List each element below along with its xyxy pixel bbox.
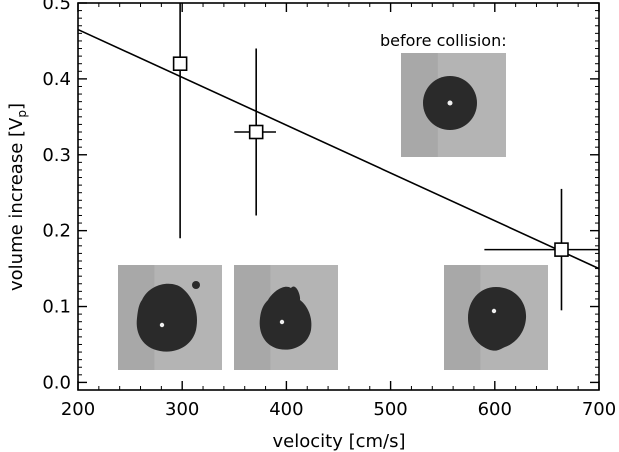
y-tick-label: 0.4 xyxy=(42,69,71,90)
data-point xyxy=(172,3,188,239)
x-axis-title: velocity [cm/s] xyxy=(273,431,406,452)
y-axis-title-close: ] xyxy=(6,103,27,110)
x-tick-label: 600 xyxy=(478,399,512,420)
y-axis-ticks: 0.0 0.1 0.2 0.3 0.4 0.5 xyxy=(42,0,599,393)
y-tick-label: 0.5 xyxy=(42,0,71,14)
y-tick-label: 0.0 xyxy=(42,372,71,393)
y-tick-label: 0.3 xyxy=(42,145,71,166)
drop xyxy=(136,283,198,352)
square-marker xyxy=(248,124,264,140)
x-tick-label: 700 xyxy=(582,399,616,420)
x-tick-label: 500 xyxy=(373,399,407,420)
x-axis-ticks: 200 300 400 500 600 700 xyxy=(61,3,616,420)
annotation-before-collision: before collision: xyxy=(380,31,507,50)
photo-drop-2 xyxy=(234,265,338,370)
drop-highlight xyxy=(279,319,285,325)
photo-drop-3 xyxy=(444,265,548,370)
y-axis-title: volume increase [Vp] xyxy=(6,103,29,291)
photo-before-collision xyxy=(401,53,506,157)
x-tick-label: 400 xyxy=(269,399,303,420)
drop-satellite xyxy=(192,281,200,289)
square-marker xyxy=(172,56,188,72)
plot-frame xyxy=(77,2,600,391)
drop-highlight xyxy=(159,322,165,328)
drop-photos xyxy=(118,53,548,370)
x-tick-label: 300 xyxy=(165,399,199,420)
drop-highlight xyxy=(491,308,497,314)
photo-drop-1 xyxy=(118,265,222,370)
data-points xyxy=(172,3,599,311)
fit-line xyxy=(77,28,600,270)
y-axis-title-main: volume increase [V xyxy=(6,117,27,291)
data-point xyxy=(484,188,599,311)
drop-highlight xyxy=(447,100,453,106)
square-marker xyxy=(554,242,569,257)
y-tick-label: 0.1 xyxy=(42,297,71,318)
data-point xyxy=(234,48,276,216)
y-axis-title-sub: p xyxy=(15,110,29,118)
x-tick-label: 200 xyxy=(61,399,95,420)
y-tick-label: 0.2 xyxy=(42,221,71,242)
drop xyxy=(259,286,312,350)
drop xyxy=(468,287,527,351)
